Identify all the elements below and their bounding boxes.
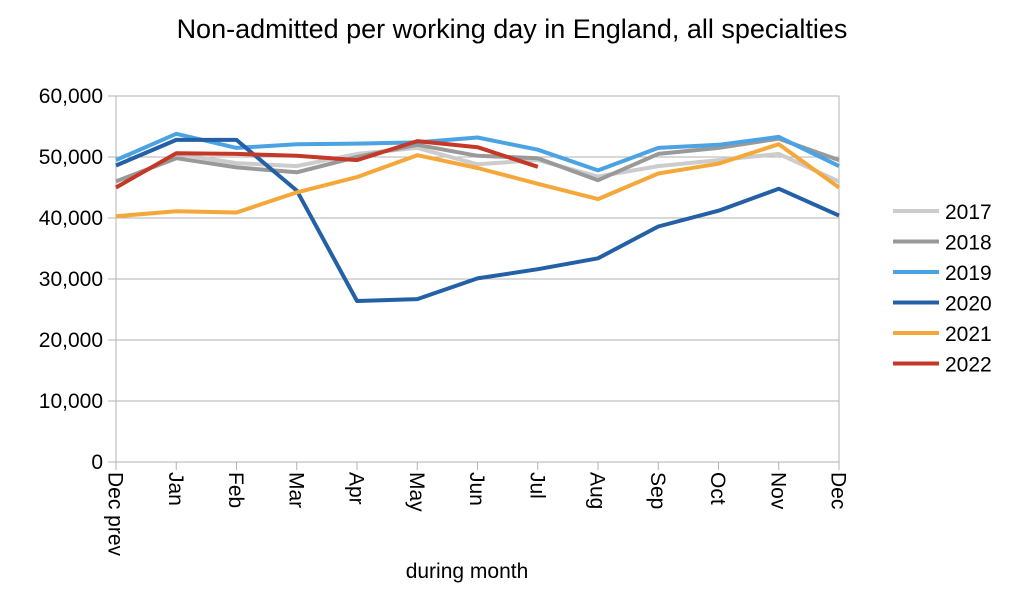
series-line-2022	[115, 139, 539, 190]
y-tick-label: 60,000	[39, 85, 103, 108]
x-tick-label: Dec prev	[104, 472, 127, 557]
x-tick-label: May	[405, 472, 428, 512]
x-tick-label: Jul	[525, 472, 548, 499]
chart-title: Non-admitted per working day in England,…	[176, 14, 848, 44]
y-tick-label: 0	[91, 451, 103, 474]
series-line-2019	[115, 131, 840, 173]
legend-label: 2021	[945, 323, 992, 346]
y-tick-label: 20,000	[39, 329, 103, 352]
x-tick-label: Aug	[586, 472, 609, 509]
legend: 2017 2018 2019 2020 2021 2022	[893, 201, 992, 377]
y-axis-ticks: 0 10,000 20,000 30,000 40,000 50,000 60,000	[39, 85, 116, 474]
y-tick-label: 40,000	[39, 207, 103, 230]
x-tick-label: Nov	[766, 472, 789, 510]
legend-label: 2019	[945, 262, 992, 285]
series-line-2021	[115, 142, 841, 219]
x-tick-label: Oct	[706, 472, 729, 505]
x-tick-label: Apr	[345, 472, 368, 505]
x-tick-label: Jan	[164, 472, 187, 506]
legend-label: 2017	[945, 201, 992, 224]
legend-label: 2018	[945, 232, 992, 255]
x-tick-label: Sep	[646, 472, 669, 509]
x-axis-ticks: Dec prev Jan Feb Mar Apr May Jun Jul Aug Sep Oct No…	[104, 462, 850, 557]
x-axis-label: during month	[406, 560, 529, 583]
series-line-2018	[115, 136, 840, 184]
y-tick-label: 10,000	[39, 390, 103, 413]
x-tick-label: Dec	[827, 472, 850, 509]
x-tick-label: Feb	[224, 472, 247, 508]
x-tick-label: Jun	[465, 472, 488, 506]
series-line-2020	[115, 137, 840, 303]
legend-label: 2020	[945, 293, 992, 316]
series-lines	[115, 131, 841, 303]
legend-label: 2022	[945, 354, 992, 377]
y-tick-label: 30,000	[39, 268, 103, 291]
x-tick-label: Mar	[284, 472, 307, 508]
y-tick-label: 50,000	[39, 146, 103, 169]
